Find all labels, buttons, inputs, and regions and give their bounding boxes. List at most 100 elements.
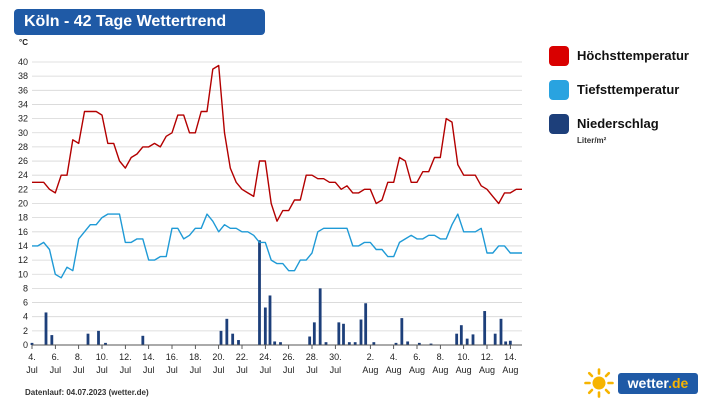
legend-swatch-max bbox=[549, 46, 569, 66]
precipitation-bar bbox=[406, 341, 410, 345]
precipitation-bar bbox=[273, 341, 277, 345]
y-tick-label: 12 bbox=[18, 255, 28, 265]
legend-label-max: Höchsttemperatur bbox=[577, 48, 689, 63]
x-tick-label: 12. bbox=[481, 352, 494, 362]
x-tick-label: 4. bbox=[390, 352, 398, 362]
x-tick-label: 10. bbox=[457, 352, 470, 362]
precipitation-bar bbox=[30, 342, 34, 345]
y-tick-label: 0 bbox=[23, 340, 28, 350]
x-tick-month: Jul bbox=[73, 365, 85, 375]
y-tick-label: 18 bbox=[18, 213, 28, 223]
precipitation-bar bbox=[364, 303, 368, 345]
x-tick-month: Jul bbox=[190, 365, 202, 375]
x-tick-month: Aug bbox=[409, 365, 425, 375]
precipitation-bar bbox=[86, 333, 90, 345]
x-tick-month: Aug bbox=[432, 365, 448, 375]
precipitation-bar bbox=[465, 338, 469, 345]
x-tick-label: 10. bbox=[96, 352, 109, 362]
precipitation-bar bbox=[499, 318, 503, 345]
precipitation-bar bbox=[337, 322, 341, 345]
precipitation-bar bbox=[483, 311, 487, 345]
precipitation-bar bbox=[44, 312, 48, 345]
min-temperature-line bbox=[32, 213, 522, 279]
sun-icon bbox=[584, 368, 614, 398]
wetter-logo[interactable]: wetter.de bbox=[584, 368, 700, 398]
y-tick-label: 40 bbox=[18, 57, 28, 67]
precipitation-bar bbox=[258, 240, 261, 345]
x-tick-month: Jul bbox=[330, 365, 342, 375]
precipitation-bar bbox=[308, 336, 312, 345]
legend-label-min: Tiefsttemperatur bbox=[577, 82, 680, 97]
precipitation-bar bbox=[508, 340, 512, 345]
logo-text: wetter bbox=[627, 375, 669, 391]
y-tick-label: 14 bbox=[18, 241, 28, 251]
precipitation-bar bbox=[372, 342, 376, 345]
x-tick-label: 30. bbox=[329, 352, 342, 362]
precipitation-bar bbox=[471, 334, 475, 345]
precipitation-bar bbox=[219, 330, 223, 345]
y-tick-label: 20 bbox=[18, 199, 28, 209]
x-tick-label: 8. bbox=[75, 352, 83, 362]
x-tick-label: 28. bbox=[306, 352, 319, 362]
precipitation-bar bbox=[104, 342, 107, 345]
precipitation-bar bbox=[50, 335, 54, 345]
precipitation-bar bbox=[231, 333, 235, 345]
y-tick-label: 4 bbox=[23, 312, 28, 322]
precipitation-bar bbox=[394, 342, 398, 345]
x-tick-month: Jul bbox=[143, 365, 155, 375]
precipitation-bar bbox=[429, 343, 433, 345]
precipitation-bar bbox=[455, 333, 459, 345]
x-tick-label: 16. bbox=[166, 352, 179, 362]
precipitation-bar bbox=[268, 295, 272, 345]
precipitation-bar bbox=[312, 322, 316, 345]
precipitation-bar bbox=[318, 288, 322, 345]
chart-title: Köln - 42 Tage Wettertrend bbox=[14, 9, 265, 35]
y-tick-label: 28 bbox=[18, 142, 28, 152]
legend-item-rain: Niederschlag Liter/m² bbox=[549, 112, 714, 145]
y-tick-label: 24 bbox=[18, 170, 28, 180]
x-tick-month: Aug bbox=[479, 365, 495, 375]
x-tick-label: 22. bbox=[236, 352, 249, 362]
data-run-footer: Datenlauf: 04.07.2023 (wetter.de) bbox=[25, 388, 149, 397]
x-tick-label: 6. bbox=[52, 352, 60, 362]
precipitation-bar bbox=[347, 342, 351, 345]
precipitation-bar bbox=[279, 342, 282, 345]
x-tick-label: 4. bbox=[28, 352, 36, 362]
y-tick-label: 10 bbox=[18, 269, 28, 279]
y-tick-label: 36 bbox=[18, 85, 28, 95]
x-tick-label: 26. bbox=[282, 352, 295, 362]
x-tick-month: Jul bbox=[26, 365, 38, 375]
y-tick-label: 38 bbox=[18, 71, 28, 81]
logo-suffix: .de bbox=[668, 375, 689, 391]
x-tick-label: 14. bbox=[142, 352, 155, 362]
y-tick-label: 34 bbox=[18, 99, 28, 109]
y-tick-label: 2 bbox=[23, 326, 28, 336]
precipitation-bar bbox=[225, 318, 229, 345]
legend: Höchsttemperatur Tiefsttemperatur Nieder… bbox=[549, 44, 714, 146]
y-tick-label: 6 bbox=[23, 298, 28, 308]
legend-swatch-rain bbox=[549, 114, 569, 134]
x-tick-month: Jul bbox=[96, 365, 108, 375]
y-axis-unit: °C bbox=[19, 38, 28, 47]
legend-swatch-min bbox=[549, 80, 569, 100]
x-tick-month: Jul bbox=[236, 365, 248, 375]
precipitation-bar bbox=[417, 342, 421, 345]
precipitation-bar bbox=[493, 333, 497, 345]
legend-item-min: Tiefsttemperatur bbox=[549, 78, 714, 100]
logo-wordmark: wetter.de bbox=[618, 373, 698, 394]
legend-label-rain: Niederschlag bbox=[577, 116, 659, 131]
x-tick-month: Aug bbox=[386, 365, 402, 375]
x-tick-month: Aug bbox=[502, 365, 518, 375]
x-tick-label: 8. bbox=[437, 352, 445, 362]
x-tick-month: Jul bbox=[260, 365, 272, 375]
x-tick-label: 24. bbox=[259, 352, 272, 362]
x-tick-month: Jul bbox=[306, 365, 318, 375]
y-tick-label: 16 bbox=[18, 227, 28, 237]
precipitation-bar bbox=[359, 319, 363, 345]
y-tick-label: 22 bbox=[18, 184, 28, 194]
y-tick-label: 26 bbox=[18, 156, 28, 166]
x-tick-month: Aug bbox=[456, 365, 472, 375]
legend-item-max: Höchsttemperatur bbox=[549, 44, 714, 66]
y-tick-label: 30 bbox=[18, 128, 28, 138]
